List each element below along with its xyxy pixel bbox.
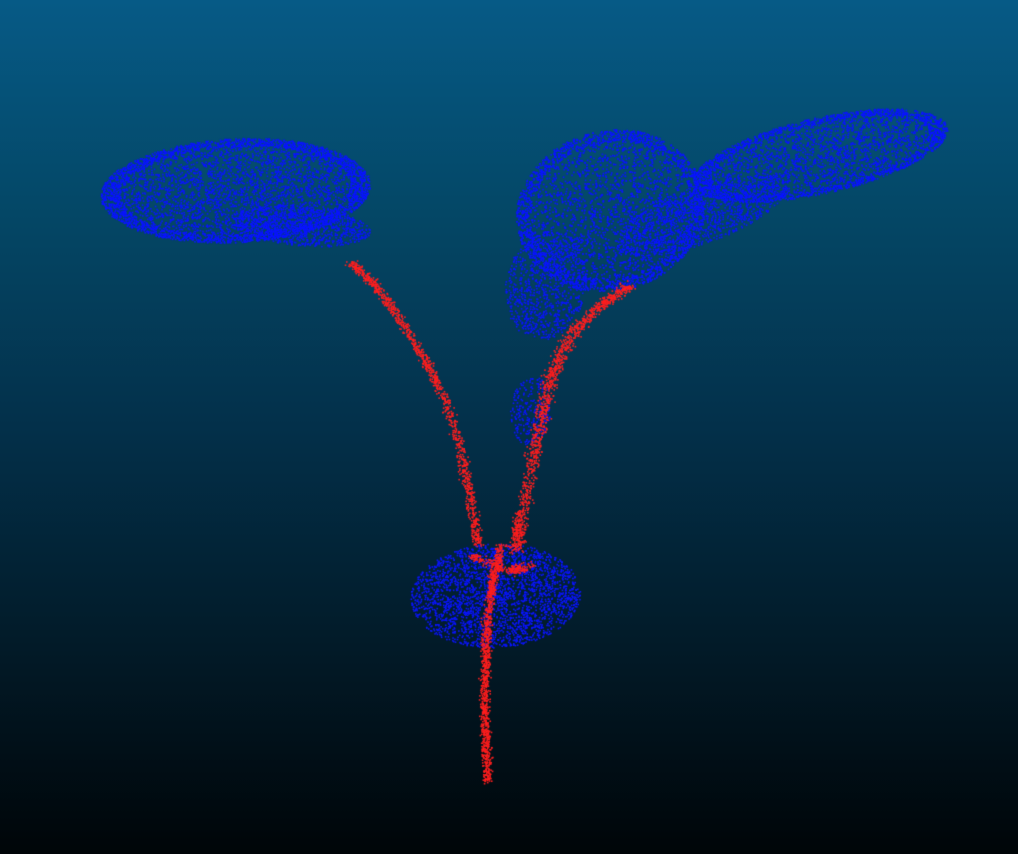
point-cloud-viewport[interactable] [0, 0, 1018, 854]
plant-point-cloud[interactable] [0, 0, 1018, 854]
